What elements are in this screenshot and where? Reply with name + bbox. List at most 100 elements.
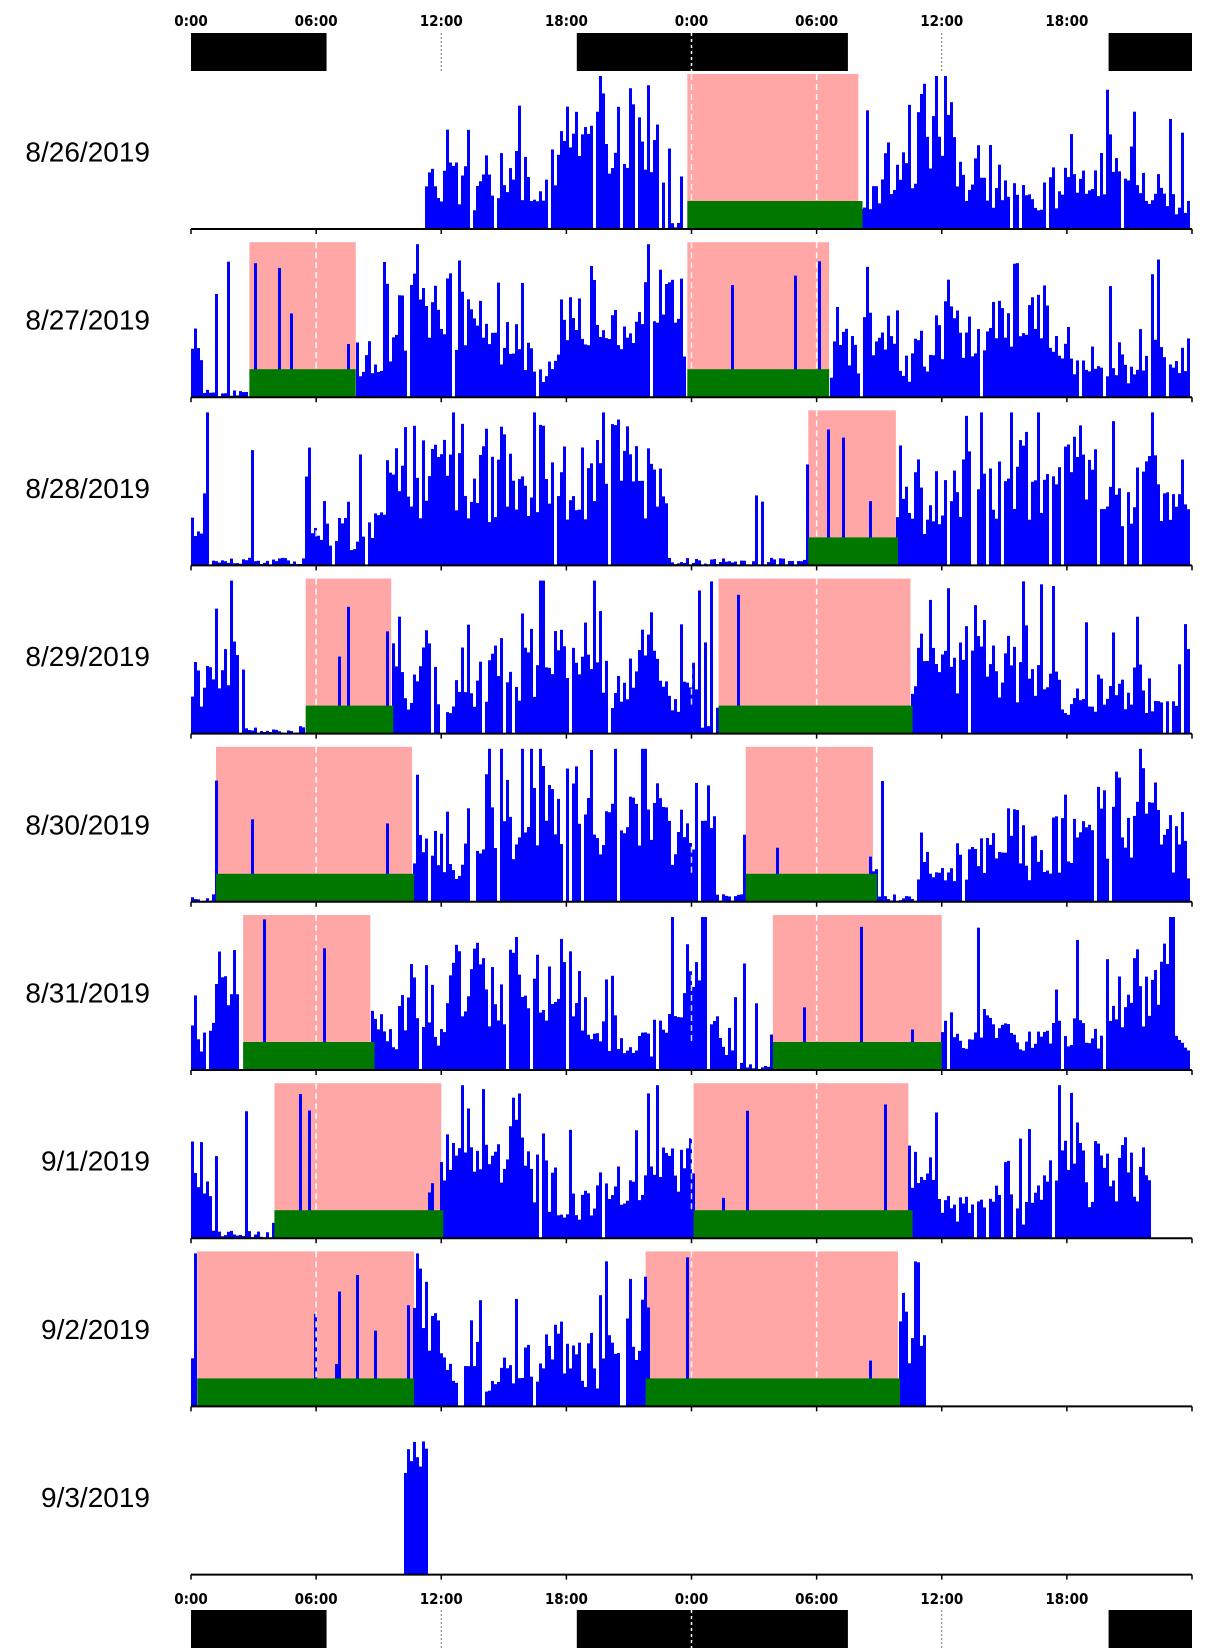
activity-bar [335,540,338,566]
activity-bar [896,164,899,229]
activity-bar [1181,347,1184,398]
activity-bar [917,1262,920,1407]
activity-bar [494,848,497,902]
activity-bar [953,657,956,734]
activity-bar [236,563,239,566]
activity-bar [548,1345,551,1407]
activity-bar [710,828,713,902]
activity-bar [728,561,731,566]
activity-series [191,748,1190,902]
activity-bar [191,1025,194,1070]
activity-bar [596,1033,599,1070]
dark-period-bar [191,33,327,71]
activity-bar [632,687,635,734]
activity-bar [194,1253,197,1407]
activity-bar [530,1168,533,1239]
activity-bar [512,1097,515,1239]
dark-period-bar [576,1610,848,1648]
activity-bar [923,861,926,902]
activity-bar [1004,1023,1007,1070]
activity-bar [671,864,674,902]
activity-bar [959,516,962,566]
activity-bar [872,355,875,398]
activity-bar [995,188,998,229]
activity-bar [917,1183,920,1239]
activity-bar [917,647,920,734]
activity-bar [1034,207,1037,229]
activity-bar [1001,308,1004,398]
activity-bar [542,766,545,902]
activity-bar [1070,1044,1073,1070]
activity-bar [1121,526,1124,566]
activity-bar [1073,698,1076,734]
activity-bar [980,646,983,734]
activity-bar [1112,632,1115,734]
activity-bar [1097,196,1100,229]
activity-series [425,76,1190,229]
activity-bar [1187,200,1190,229]
activity-bar [920,633,923,734]
activity-bar [1160,187,1163,229]
activity-bar [671,710,674,734]
activity-bar [461,647,464,734]
activity-bar [959,161,962,229]
activity-bar [1139,193,1142,229]
activity-bar [572,1345,575,1407]
activity-bar [968,1039,971,1070]
activity-bar [527,342,530,398]
activity-bar [638,117,641,229]
activity-bar [890,194,893,229]
activity-bar [551,674,554,734]
activity-bar [299,1093,302,1239]
activity-bar [902,375,905,398]
activity-bar [203,1032,206,1070]
activity-bar [674,854,677,902]
activity-bar [1022,825,1025,902]
activity-bar [215,780,218,902]
activity-bar [437,1320,440,1407]
activity-bar [485,774,488,902]
activity-bar [1082,1150,1085,1239]
sleep-block [197,1378,415,1407]
activity-bar [1112,421,1115,566]
activity-bar [914,1151,917,1239]
activity-bar [755,1003,758,1070]
activity-bar [461,864,464,902]
activity-bar [521,1377,524,1407]
activity-bar [956,843,959,902]
activity-bar [1010,665,1013,734]
activity-bar [452,412,455,566]
activity-bar [197,1187,200,1239]
activity-bar [494,517,497,566]
activity-bar [1076,456,1079,566]
activity-bar [491,1155,494,1239]
activity-bar [1016,810,1019,902]
activity-bar [929,168,932,229]
activity-bar [488,174,491,229]
activity-bar [659,468,662,566]
activity-bar [869,209,872,229]
row-date-label: 8/27/2019 [25,305,150,336]
activity-bar [740,1062,743,1070]
day-row: 9/2/2019 [41,1251,1193,1412]
activity-bar [989,664,992,734]
activity-bar [1070,862,1073,902]
activity-bar [398,295,401,398]
activity-bar [641,748,644,902]
activity-bar [635,446,638,566]
activity-bar [1106,506,1109,566]
activity-bar [365,355,368,398]
activity-bar [908,513,911,566]
activity-bar [1175,705,1178,734]
x-tick-label: 06:00 [295,1590,338,1608]
activity-bar [668,282,671,398]
activity-bar [662,182,665,229]
activity-bar [791,560,794,566]
activity-bar [1130,704,1133,734]
activity-bar [230,994,233,1070]
activity-bar [1163,193,1166,229]
activity-bar [923,1179,926,1239]
activity-bar [206,665,209,734]
activity-bar [593,580,596,734]
activity-bar [1085,499,1088,566]
